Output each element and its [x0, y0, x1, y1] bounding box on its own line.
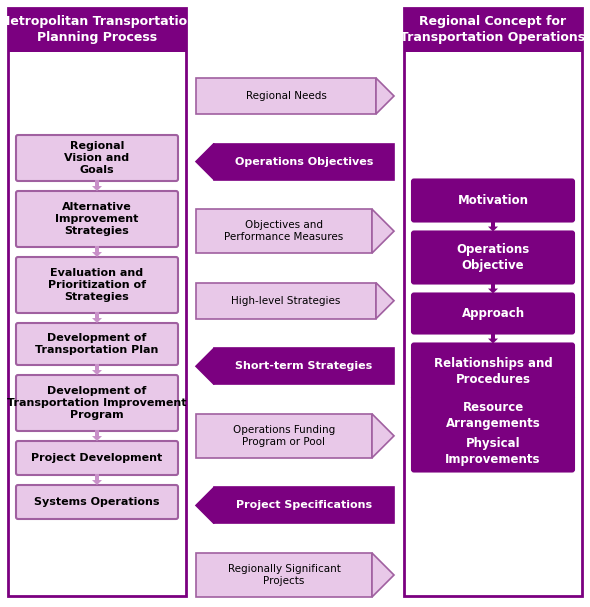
Polygon shape — [92, 364, 102, 375]
Polygon shape — [92, 430, 102, 441]
FancyBboxPatch shape — [16, 441, 178, 475]
Polygon shape — [196, 144, 214, 180]
Text: Objectives and
Performance Measures: Objectives and Performance Measures — [224, 220, 343, 242]
Text: Operations Objectives: Operations Objectives — [235, 157, 373, 166]
Polygon shape — [404, 8, 582, 596]
Polygon shape — [92, 246, 102, 257]
Text: Regional Needs: Regional Needs — [245, 91, 326, 101]
Text: Metropolitan Transportation
Planning Process: Metropolitan Transportation Planning Pro… — [0, 16, 196, 44]
FancyBboxPatch shape — [412, 294, 574, 333]
Polygon shape — [214, 144, 394, 180]
Text: Operations Funding
Program or Pool: Operations Funding Program or Pool — [233, 425, 335, 447]
FancyBboxPatch shape — [16, 257, 178, 313]
Polygon shape — [404, 8, 582, 52]
Text: Regional
Vision and
Goals: Regional Vision and Goals — [64, 141, 130, 175]
Polygon shape — [488, 282, 498, 294]
Text: Resource
Arrangements: Resource Arrangements — [445, 401, 540, 430]
Polygon shape — [92, 474, 102, 485]
Polygon shape — [372, 209, 394, 253]
Text: Relationships and
Procedures: Relationships and Procedures — [434, 357, 552, 386]
Polygon shape — [376, 283, 394, 319]
Text: Operations
Objective: Operations Objective — [457, 243, 530, 272]
Text: Approach: Approach — [461, 307, 525, 320]
FancyBboxPatch shape — [16, 191, 178, 247]
Text: High-level Strategies: High-level Strategies — [231, 296, 340, 306]
Polygon shape — [214, 348, 394, 384]
Text: Motivation: Motivation — [457, 194, 529, 207]
Text: Project Development: Project Development — [31, 453, 163, 463]
FancyBboxPatch shape — [412, 344, 574, 399]
Polygon shape — [196, 209, 372, 253]
Text: Evaluation and
Prioritization of
Strategies: Evaluation and Prioritization of Strateg… — [48, 268, 146, 302]
Polygon shape — [488, 220, 498, 231]
Polygon shape — [196, 553, 372, 597]
Polygon shape — [196, 283, 376, 319]
FancyBboxPatch shape — [16, 323, 178, 365]
Text: Regional Concept for
Transportation Operations: Regional Concept for Transportation Oper… — [401, 16, 585, 44]
Text: Development of
Transportation Improvement
Program: Development of Transportation Improvemen… — [7, 385, 187, 421]
Text: Physical
Improvements: Physical Improvements — [445, 437, 541, 466]
FancyBboxPatch shape — [412, 396, 574, 435]
Polygon shape — [8, 8, 186, 596]
FancyBboxPatch shape — [16, 375, 178, 431]
FancyBboxPatch shape — [412, 231, 574, 283]
Text: Project Specifications: Project Specifications — [236, 500, 372, 510]
Polygon shape — [92, 180, 102, 191]
Polygon shape — [196, 78, 376, 114]
Polygon shape — [196, 487, 214, 523]
FancyBboxPatch shape — [16, 485, 178, 519]
Polygon shape — [92, 312, 102, 323]
Text: Development of
Transportation Plan: Development of Transportation Plan — [35, 333, 159, 355]
Polygon shape — [376, 78, 394, 114]
Text: Alternative
Improvement
Strategies: Alternative Improvement Strategies — [55, 202, 139, 236]
Polygon shape — [488, 333, 498, 344]
Text: Short-term Strategies: Short-term Strategies — [235, 361, 373, 371]
Polygon shape — [372, 553, 394, 597]
Text: Systems Operations: Systems Operations — [34, 497, 160, 507]
FancyBboxPatch shape — [412, 432, 574, 472]
Text: Regionally Significant
Projects: Regionally Significant Projects — [228, 564, 340, 586]
Polygon shape — [372, 414, 394, 458]
Polygon shape — [8, 8, 186, 52]
Polygon shape — [196, 414, 372, 458]
Polygon shape — [214, 487, 394, 523]
FancyBboxPatch shape — [412, 180, 574, 222]
FancyBboxPatch shape — [16, 135, 178, 181]
Polygon shape — [196, 348, 214, 384]
